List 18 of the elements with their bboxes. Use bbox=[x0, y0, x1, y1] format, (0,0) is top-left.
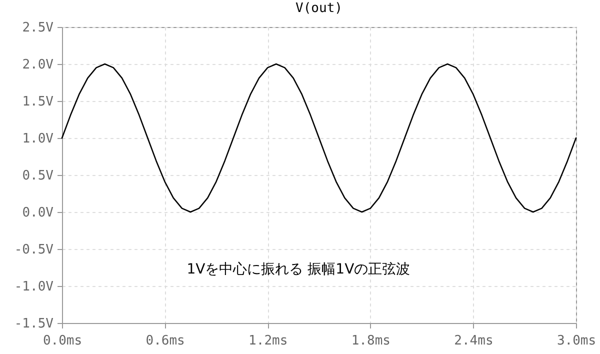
y-tick-label: 2.5V bbox=[22, 20, 54, 36]
y-tick-label: 0.5V bbox=[22, 168, 54, 184]
x-tick-label: 1.2ms bbox=[248, 334, 288, 348]
chart-title: V(out) bbox=[296, 1, 342, 16]
y-tick-label: 0.0V bbox=[22, 206, 54, 220]
y-tick-label: 1.5V bbox=[22, 94, 54, 110]
y-tick-label: -1.0V bbox=[14, 280, 54, 294]
line-series bbox=[61, 63, 577, 213]
x-tick-label: 1.8ms bbox=[351, 334, 390, 348]
x-tick-label: 2.4ms bbox=[454, 334, 494, 348]
x-tick-label: 0.6ms bbox=[146, 334, 185, 348]
y-tick-label: -0.5V bbox=[14, 242, 54, 258]
y-tick-label: -1.5V bbox=[14, 316, 54, 332]
annotation: 1Vを中心に振れる 振幅1Vの正弦波 bbox=[186, 262, 410, 278]
y-tick-label: 2.0V bbox=[22, 58, 54, 72]
x-tick-label: 0.0ms bbox=[42, 334, 82, 348]
x-tick-label: 3.0ms bbox=[556, 334, 596, 348]
y-tick-label: 1.0V bbox=[22, 132, 54, 146]
